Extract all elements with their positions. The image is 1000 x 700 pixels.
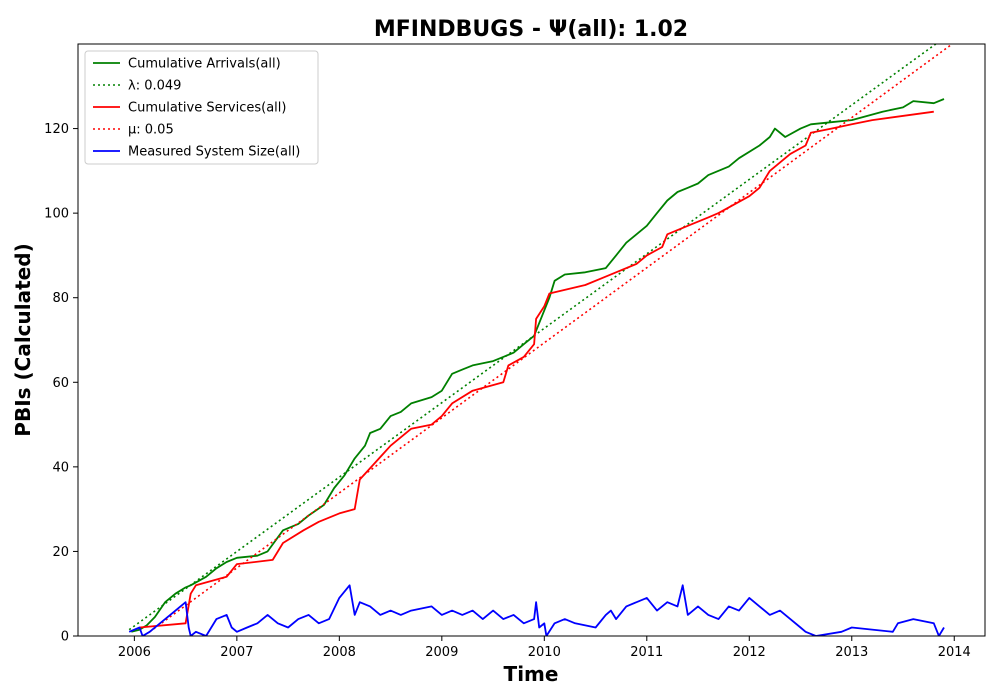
y-tick-label: 20 xyxy=(52,545,69,560)
x-tick-label: 2011 xyxy=(630,645,663,660)
plot-frame xyxy=(77,43,986,637)
legend-label-2: Cumulative Services(all) xyxy=(128,101,286,116)
x-tick-label: 2012 xyxy=(733,645,766,660)
series-layer xyxy=(128,44,953,636)
x-tick-label: 2010 xyxy=(528,645,561,660)
legend-label-1: λ: 0.049 xyxy=(128,79,181,94)
y-tick-label: 80 xyxy=(52,291,69,306)
legend-items: Cumulative Arrivals(all) λ: 0.049 Cumulati… xyxy=(93,57,300,160)
legend-box xyxy=(84,50,319,165)
legend: Cumulative Arrivals(all) λ: 0.049 Cumulati… xyxy=(84,50,319,165)
x-tick-label: 2006 xyxy=(118,645,151,660)
x-tick-label: 2008 xyxy=(323,645,356,660)
legend-label-0: Cumulative Arrivals(all) xyxy=(128,57,281,72)
legend-label-4: Measured System Size(all) xyxy=(128,145,300,160)
x-tick-label: 2013 xyxy=(835,645,868,660)
plot-area xyxy=(77,43,986,637)
chart-title: MFINDBUGS - Ψ(all): 1.02 xyxy=(374,17,688,42)
y-tick-label: 0 xyxy=(61,630,69,645)
x-tick-label: 2007 xyxy=(220,645,253,660)
series-line-0-05-3 xyxy=(149,44,953,633)
y-tick-label: 40 xyxy=(52,460,69,475)
x-tick-label: 2009 xyxy=(425,645,458,660)
y-tick-label: 120 xyxy=(44,122,69,137)
x-tick-label: 2014 xyxy=(938,645,971,660)
series-line-cumulative-arrivals-all-0 xyxy=(131,98,945,633)
y-tick-label: 60 xyxy=(52,376,69,391)
x-axis: 2006 2007 2008 2009 2010 2011 2012 2013 2014 xyxy=(118,636,971,660)
y-axis-label: PBIs (Calculated) xyxy=(11,243,35,436)
y-tick-label: 100 xyxy=(44,207,69,222)
x-axis-label: Time xyxy=(504,662,559,686)
series-line-0-049-1 xyxy=(128,44,937,631)
series-line-measured-system-size-all-4 xyxy=(128,584,945,636)
y-axis: 0 20 40 60 80 100 120 xyxy=(44,122,78,645)
legend-label-3: μ: 0.05 xyxy=(128,123,174,138)
